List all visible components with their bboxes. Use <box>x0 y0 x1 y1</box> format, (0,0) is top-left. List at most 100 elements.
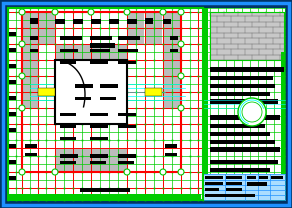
Bar <box>8 80 16 84</box>
Bar <box>55 148 127 172</box>
Bar <box>145 88 162 96</box>
Bar <box>127 19 137 24</box>
Bar <box>109 19 119 24</box>
Circle shape <box>19 73 25 79</box>
Bar <box>90 36 112 40</box>
Bar <box>118 36 140 40</box>
Bar <box>210 132 270 136</box>
Bar <box>30 36 38 40</box>
Bar <box>100 84 118 88</box>
Bar <box>210 99 278 104</box>
Bar <box>210 92 270 96</box>
Bar <box>145 12 162 44</box>
Bar <box>118 161 134 164</box>
Circle shape <box>238 98 266 126</box>
Bar <box>210 168 270 172</box>
Circle shape <box>19 9 25 15</box>
Bar <box>60 137 76 140</box>
Bar <box>73 19 83 24</box>
Bar <box>205 182 223 185</box>
Bar <box>210 76 270 80</box>
Bar <box>248 67 278 72</box>
Bar <box>226 176 242 179</box>
Circle shape <box>160 9 166 15</box>
Bar <box>8 8 203 200</box>
Circle shape <box>19 169 25 175</box>
Bar <box>205 188 219 191</box>
Bar <box>90 113 108 116</box>
Bar <box>205 194 255 197</box>
Bar <box>8 160 16 164</box>
Circle shape <box>88 9 94 15</box>
Bar <box>60 113 76 116</box>
Bar <box>118 113 136 116</box>
Bar <box>90 49 110 52</box>
Circle shape <box>19 41 25 47</box>
Bar <box>8 128 16 132</box>
Bar <box>22 12 38 44</box>
Bar <box>271 176 283 179</box>
Bar <box>210 84 275 88</box>
Bar <box>118 61 136 64</box>
Circle shape <box>52 169 58 175</box>
Bar <box>38 12 55 44</box>
Bar <box>210 184 265 188</box>
Bar <box>163 44 181 108</box>
Bar <box>30 18 38 24</box>
Bar <box>203 174 285 200</box>
Bar <box>210 175 280 180</box>
Circle shape <box>178 105 184 111</box>
Bar <box>226 182 242 185</box>
Bar <box>8 176 16 180</box>
Bar <box>60 161 76 164</box>
Bar <box>30 49 38 52</box>
Circle shape <box>178 41 184 47</box>
Bar <box>100 97 116 100</box>
Bar <box>8 144 16 148</box>
Bar <box>55 44 127 60</box>
Bar <box>163 19 171 24</box>
Bar <box>90 43 115 48</box>
Bar <box>60 154 78 158</box>
Bar <box>8 64 16 68</box>
Circle shape <box>160 169 166 175</box>
Bar <box>91 19 101 24</box>
Circle shape <box>19 105 25 111</box>
Bar <box>8 112 16 116</box>
Bar <box>226 188 242 191</box>
Circle shape <box>178 73 184 79</box>
Bar <box>259 176 268 179</box>
Bar <box>210 124 265 128</box>
Bar <box>210 115 280 120</box>
Bar <box>90 125 108 128</box>
Bar <box>90 161 106 164</box>
Bar <box>203 8 208 200</box>
Circle shape <box>178 169 184 175</box>
Bar <box>210 12 284 60</box>
Bar <box>247 182 267 186</box>
Bar <box>247 176 256 179</box>
Bar <box>75 84 93 88</box>
Bar <box>60 61 76 64</box>
Bar <box>170 36 178 40</box>
Circle shape <box>124 9 130 15</box>
Bar <box>281 52 285 200</box>
Bar <box>90 61 108 64</box>
Circle shape <box>178 9 184 15</box>
Bar <box>80 188 110 192</box>
Bar <box>210 140 275 144</box>
Bar <box>165 153 177 156</box>
Bar <box>163 12 181 44</box>
Bar <box>8 32 16 36</box>
Bar <box>165 144 177 148</box>
Bar <box>60 49 78 52</box>
Circle shape <box>242 102 262 122</box>
Bar <box>60 125 76 128</box>
Bar <box>38 88 55 96</box>
Bar <box>55 60 127 124</box>
Circle shape <box>124 169 130 175</box>
Bar <box>60 36 82 40</box>
Bar <box>75 97 91 100</box>
Bar <box>118 125 136 128</box>
Bar <box>8 48 16 52</box>
